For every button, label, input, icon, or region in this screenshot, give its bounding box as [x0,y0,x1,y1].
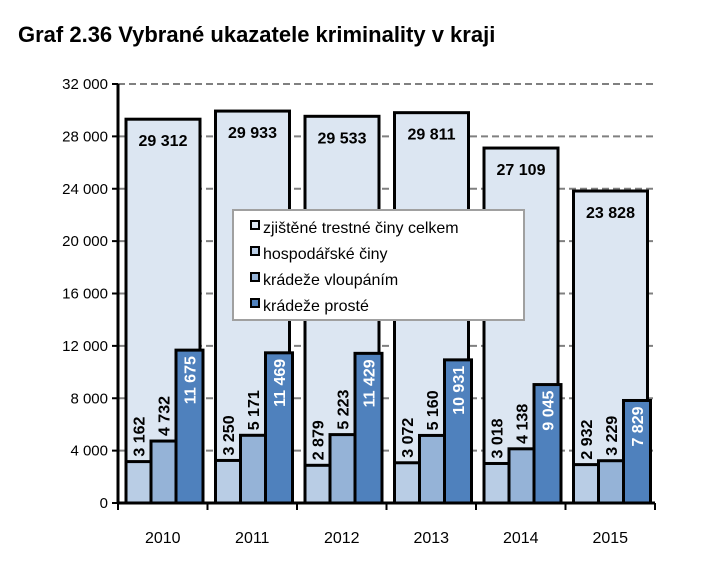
y-tick-label: 8 000 [70,390,108,407]
bar-proste [264,351,294,505]
legend-swatch [250,272,260,282]
y-tick-label: 4 000 [70,443,108,460]
y-tick-label: 32 000 [62,76,108,93]
x-tick-label: 2013 [413,530,449,547]
legend-swatch [250,220,260,230]
legend-label: hospodářské činy [263,246,388,263]
bar-hospodarske [124,460,153,505]
data-label: 5 223 [336,389,353,429]
legend-label: zjištěné trestné činy celkem [263,220,459,237]
bar-hospodarske [393,461,421,505]
data-label: 11 469 [272,359,289,407]
bar-vloupanim [239,433,267,505]
x-tick-label: 2014 [503,530,539,547]
y-tick-label: 16 000 [62,286,108,303]
y-tick-label: 28 000 [62,128,108,145]
y-tick-label: 20 000 [62,233,108,250]
x-tick-label: 2012 [324,530,360,547]
legend-swatch [250,246,260,256]
bar-vloupanim [418,433,446,505]
bar-proste [622,398,652,505]
data-label: 2 879 [311,420,328,460]
data-label: 2 932 [579,419,596,459]
data-label: 3 250 [221,415,238,455]
data-label-total: 29 933 [228,125,277,142]
bar-proste [174,348,205,505]
data-label-total: 27 109 [497,162,546,179]
bar-vloupanim [597,459,625,505]
bar-proste [532,383,563,505]
chart-title: Graf 2.36 Vybrané ukazatele kriminality … [18,22,496,47]
legend-box [232,209,525,321]
bar-hospodarske [482,461,511,505]
data-label-total: 29 312 [139,133,188,150]
data-label: 10 931 [451,366,468,415]
data-label: 11 675 [183,356,200,404]
data-label: 11 429 [362,359,379,407]
legend-swatch [250,298,260,308]
x-tick-label: 2011 [235,530,270,547]
bar-vloupanim [507,447,536,505]
bar-hospodarske [303,463,332,505]
data-label: 4 138 [515,404,532,444]
legend: zjištěné trestné činy celkem hospodářské … [232,209,525,321]
data-label: 3 229 [604,416,621,456]
y-tick-label: 12 000 [62,338,108,355]
legend-label: krádeže prosté [263,298,369,315]
data-label-total: 29 533 [318,130,367,147]
data-label: 5 160 [425,390,442,430]
data-label: 3 072 [400,418,417,458]
bar-hospodarske [572,463,600,505]
legend-label: krádeže vloupáním [263,272,398,289]
data-label: 9 045 [541,390,558,430]
data-label: 3 162 [132,416,149,456]
data-label: 5 171 [246,390,263,430]
x-tick-label: 2015 [592,530,628,547]
data-label-total: 29 811 [407,127,455,144]
x-tick-label: 2010 [145,530,181,547]
bar-hospodarske [214,458,242,505]
bar-proste [443,358,473,505]
data-label-total: 23 828 [586,205,635,222]
bar-vloupanim [149,439,178,505]
y-tick-label: 24 000 [62,181,108,198]
y-tick-label: 0 [100,495,108,512]
data-label: 7 829 [630,406,647,446]
bar-vloupanim [328,433,357,505]
data-label: 3 018 [490,418,507,458]
data-label: 4 732 [157,396,174,436]
